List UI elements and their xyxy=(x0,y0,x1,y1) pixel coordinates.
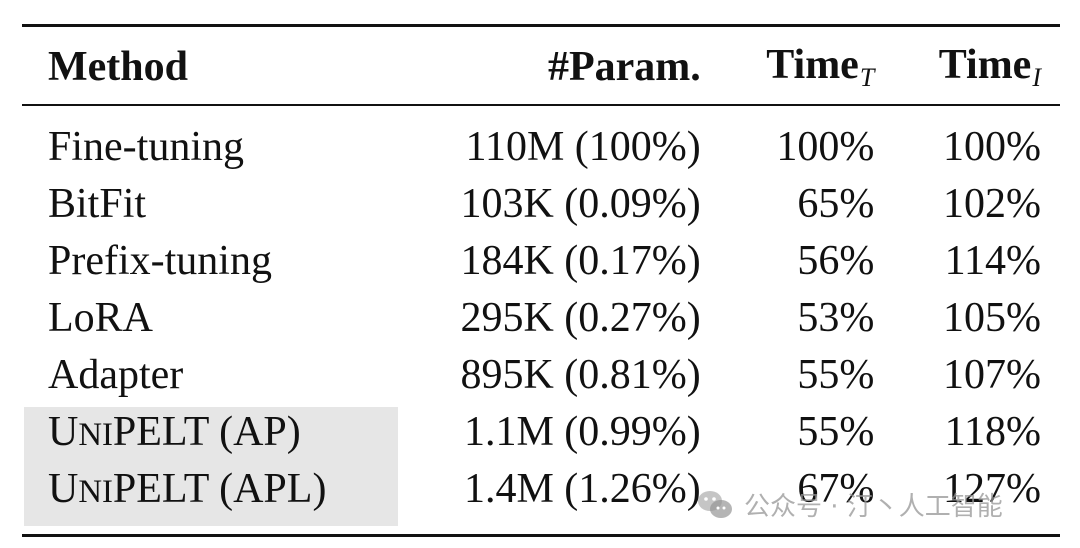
header-row: Method #Param. TimeT TimeI xyxy=(22,30,1060,104)
method-smallcaps-initial: U xyxy=(48,465,79,512)
table-row: UNIPELT (APL) 1.4M (1.26%) 67% 127% xyxy=(22,460,1060,517)
params-cell: 895K (0.81%) xyxy=(460,351,701,398)
unipelt-highlight xyxy=(24,407,398,526)
time-t-cell: 100% xyxy=(776,123,875,170)
header-time-t-base: Time xyxy=(766,42,859,89)
method-cell: UNIPELT (APL) xyxy=(22,460,401,517)
table-row: Fine-tuning 110M (100%) 100% 100% xyxy=(22,104,1060,175)
time-i-cell: 127% xyxy=(943,465,1041,512)
header-time-i: TimeI xyxy=(874,30,1060,104)
header-method: Method xyxy=(48,44,188,90)
method-suffix: PELT (AP) xyxy=(112,408,301,455)
time-i-cell: 105% xyxy=(943,294,1041,341)
header-time-t-sub: T xyxy=(859,62,875,92)
top-rule xyxy=(22,24,1060,27)
method-cell: LoRA xyxy=(48,294,153,341)
time-t-cell: 53% xyxy=(797,294,875,341)
method-cell: Adapter xyxy=(48,351,184,398)
header-time-t: TimeT xyxy=(701,30,875,104)
watermark-text: 公众号 · 汀丶人工智能 xyxy=(744,492,1003,522)
time-i-cell: 107% xyxy=(943,351,1041,398)
method-cell: Prefix-tuning xyxy=(48,237,272,284)
table-row: LoRA 295K (0.27%) 53% 105% xyxy=(22,289,1060,346)
method-smallcaps-rest: NI xyxy=(78,473,113,510)
time-i-cell: 114% xyxy=(944,237,1041,284)
time-i-cell: 100% xyxy=(943,123,1041,170)
method-cell: BitFit xyxy=(48,180,147,227)
method-smallcaps-rest: NI xyxy=(78,416,113,453)
header-time-i-base: Time xyxy=(938,42,1032,89)
method-smallcaps-initial: U xyxy=(48,408,79,455)
time-i-cell: 102% xyxy=(943,180,1041,227)
method-suffix: PELT (APL) xyxy=(112,465,327,512)
params-cell: 103K (0.09%) xyxy=(460,180,701,227)
table-row: BitFit 103K (0.09%) 65% 102% xyxy=(22,175,1060,232)
header-params: #Param. xyxy=(547,44,701,90)
params-cell: 110M (100%) xyxy=(465,123,701,170)
table-row: Prefix-tuning 184K (0.17%) 56% 114% xyxy=(22,232,1060,289)
results-table: Method #Param. TimeT TimeI Fine-tuning 1… xyxy=(22,30,1060,517)
table-row: Adapter 895K (0.81%) 55% 107% xyxy=(22,346,1060,403)
bottom-rule xyxy=(22,534,1060,537)
time-t-cell: 55% xyxy=(797,408,875,455)
method-cell: UNIPELT (AP) xyxy=(22,403,401,460)
params-cell: 295K (0.27%) xyxy=(460,294,701,341)
header-rule xyxy=(22,104,1060,106)
time-t-cell: 65% xyxy=(797,180,875,227)
params-cell: 184K (0.17%) xyxy=(460,237,701,284)
time-t-cell: 55% xyxy=(797,351,875,398)
time-t-cell: 56% xyxy=(797,237,875,284)
header-time-i-sub: I xyxy=(1032,62,1041,92)
time-t-cell: 67% xyxy=(797,465,875,512)
params-cell: 1.1M (0.99%) xyxy=(463,408,701,455)
params-cell: 1.4M (1.26%) xyxy=(463,465,701,512)
table-row: UNIPELT (AP) 1.1M (0.99%) 55% 118% xyxy=(22,403,1060,460)
wechat-icon xyxy=(698,490,732,518)
method-cell: Fine-tuning xyxy=(48,123,244,170)
time-i-cell: 118% xyxy=(944,408,1041,455)
watermark: 公众号 · 汀丶人工智能 xyxy=(696,486,1003,523)
